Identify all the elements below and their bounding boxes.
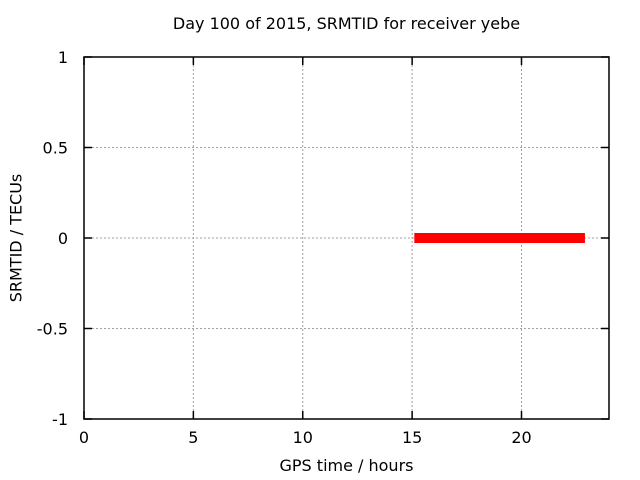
y-tick-label: 0.5 — [43, 139, 68, 158]
x-axis-label: GPS time / hours — [279, 456, 414, 475]
x-tick-label: 10 — [293, 428, 313, 447]
plot-border — [83, 56, 610, 420]
x-tick-label: 20 — [511, 428, 531, 447]
y-tick-label: -0.5 — [37, 320, 68, 339]
y-tick-label: 1 — [58, 48, 68, 67]
x-tick-label: 5 — [188, 428, 198, 447]
x-tick-label: 15 — [402, 428, 422, 447]
y-tick-label: -1 — [52, 410, 68, 429]
chart-title: Day 100 of 2015, SRMTID for receiver yeb… — [172, 14, 521, 33]
y-tick-label: 0 — [58, 229, 68, 248]
x-tick-label: 0 — [79, 428, 89, 447]
